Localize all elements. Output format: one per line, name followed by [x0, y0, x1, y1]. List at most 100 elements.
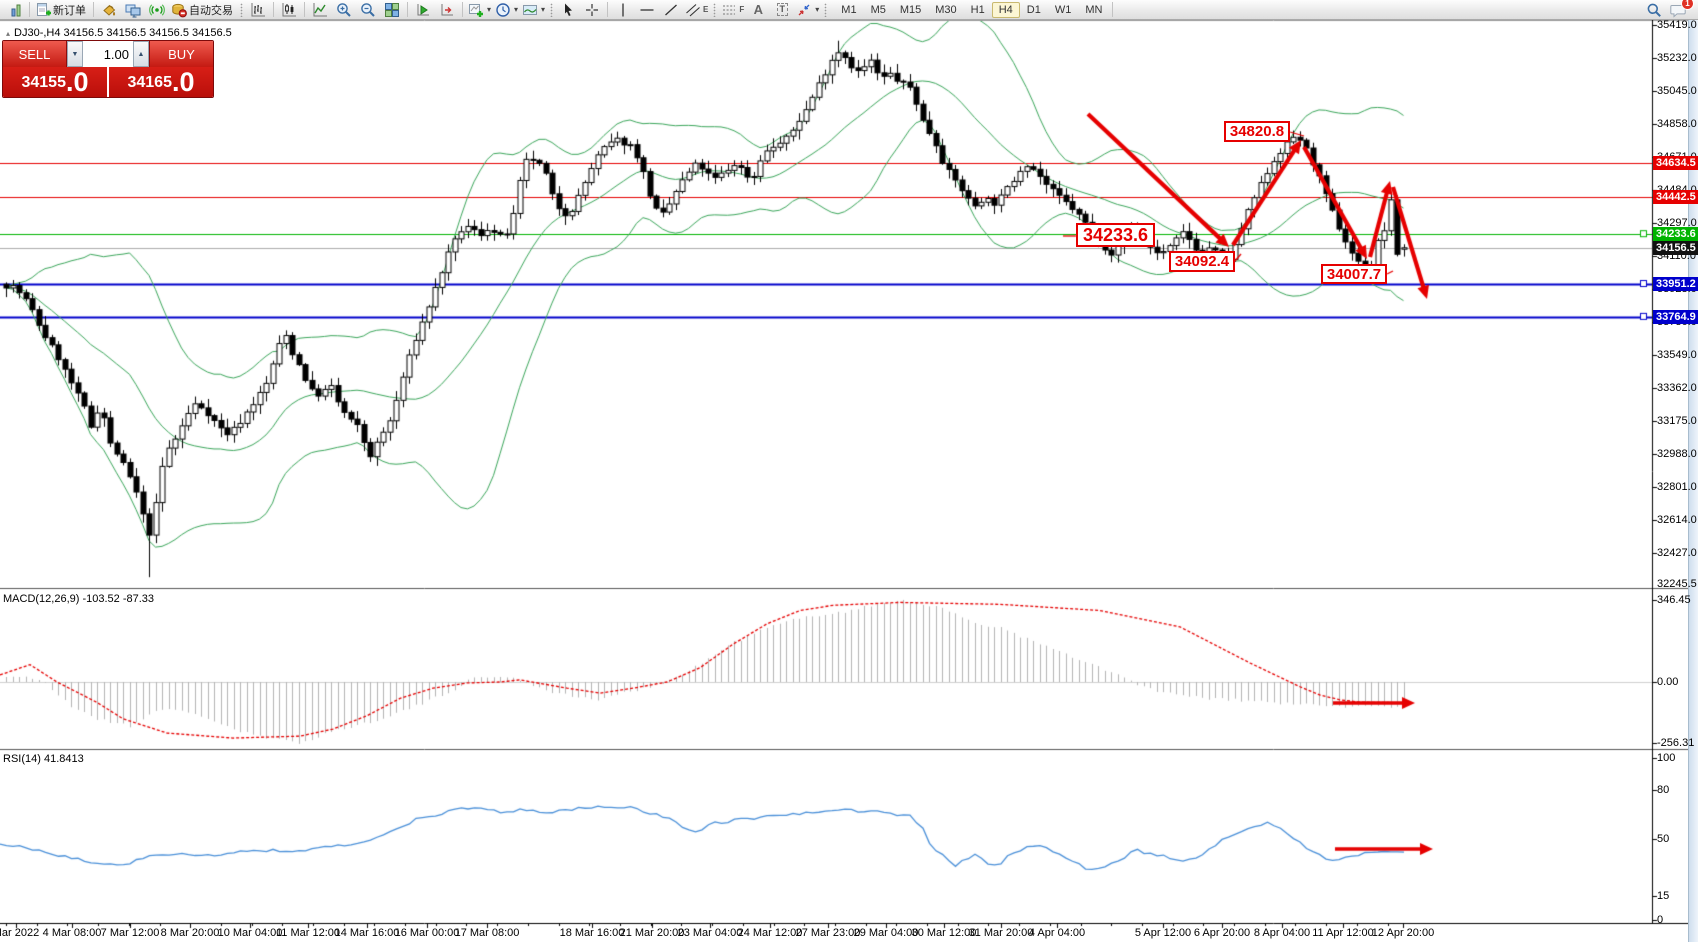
autotrading-button[interactable]: 自动交易: [169, 0, 237, 20]
bar-chart-button[interactable]: [246, 0, 270, 20]
crosshair-icon: [586, 3, 599, 16]
arrows-button[interactable]: ▾: [794, 0, 821, 20]
indicator-step-icon: [441, 3, 453, 15]
autotrading-label: 自动交易: [189, 4, 233, 17]
separator: [407, 2, 408, 17]
market-watch-button[interactable]: [121, 0, 145, 20]
fibonacci-glyph: F: [739, 5, 745, 14]
trendline-button[interactable]: [659, 0, 683, 20]
buy-price-button[interactable]: 34165.0: [109, 67, 213, 97]
toolbar-drag-handle[interactable]: [550, 2, 554, 17]
chart-title-icon: ▴: [6, 28, 11, 38]
timeframe-button-m15[interactable]: M15: [899, 3, 922, 16]
horizontal-line-button[interactable]: [635, 0, 659, 20]
signals-button[interactable]: [145, 0, 169, 20]
periods-button[interactable]: ▾: [493, 0, 520, 20]
chart-canvas[interactable]: [0, 20, 1698, 942]
channel-button[interactable]: E: [683, 0, 710, 20]
timeframe-button-m30[interactable]: M30: [935, 3, 957, 16]
channel-glyph: E: [703, 5, 709, 14]
volume-decrease-button[interactable]: ▼: [67, 41, 83, 67]
equidistant-channel-icon: [686, 3, 700, 16]
sell-price-frac: .0: [65, 67, 89, 97]
cursor-button[interactable]: [556, 0, 580, 20]
buy-button[interactable]: BUY: [149, 41, 213, 67]
crosshair-button[interactable]: [580, 0, 604, 20]
volume-increase-button[interactable]: ▲: [133, 41, 149, 67]
add-indicator-icon: [469, 3, 483, 17]
timeframe-button-d1[interactable]: D1: [1026, 3, 1041, 16]
tile-windows-button[interactable]: [380, 0, 404, 20]
strategy-tester-button[interactable]: [411, 0, 435, 20]
clipped-toolbar-icon[interactable]: [2, 0, 26, 20]
price-annotation[interactable]: 34820.8: [1224, 121, 1290, 142]
new-order-label: 新订单: [53, 4, 86, 17]
timeframe-button-w1[interactable]: W1: [1054, 3, 1072, 16]
zoom-out-button[interactable]: [356, 0, 380, 20]
timeframe-button-mn[interactable]: MN: [1085, 3, 1103, 16]
textbox-glyph: T: [776, 3, 789, 16]
timeframe-button-m5[interactable]: M5: [870, 3, 886, 16]
right-scrollbar[interactable]: [1688, 20, 1698, 942]
styles-button[interactable]: [97, 0, 121, 20]
new-order-icon: [37, 2, 51, 16]
timeframe-group: M1 M5 M15 M30 H1 H4 D1 W1 MN: [834, 1, 1109, 18]
price-annotation[interactable]: 34007.7: [1321, 264, 1387, 284]
separator: [304, 2, 305, 17]
separator: [273, 2, 274, 17]
toolbar-drag-handle[interactable]: [713, 2, 717, 17]
templates-button[interactable]: ▾: [520, 0, 547, 20]
text-button[interactable]: A: [746, 0, 770, 20]
timeframe-button-h4[interactable]: H4: [991, 1, 1020, 18]
chart-shift-icon: [11, 4, 21, 16]
separator: [607, 2, 609, 17]
dropdown-arrow-icon: ▾: [541, 5, 546, 14]
toolbar-drag-handle[interactable]: [240, 2, 243, 17]
horizontal-line-icon: [640, 8, 654, 11]
vertical-line-icon: [622, 3, 624, 16]
sell-label: SELL: [18, 46, 51, 62]
buy-price-frac: .0: [171, 67, 195, 97]
autotrading-icon: [172, 3, 187, 17]
dropdown-arrow-icon: ▾: [487, 5, 492, 14]
price-annotation[interactable]: 34092.4: [1169, 251, 1235, 272]
text-label-button[interactable]: T: [770, 0, 794, 20]
buy-label: BUY: [168, 46, 195, 62]
separator: [93, 2, 94, 17]
candlestick-chart-button[interactable]: [277, 0, 301, 20]
volume-input[interactable]: 1.00: [103, 46, 129, 62]
timeframe-button-m1[interactable]: M1: [841, 3, 857, 16]
step-forward-button[interactable]: [435, 0, 459, 20]
zoom-in-button[interactable]: [332, 0, 356, 20]
new-order-button[interactable]: 新订单: [33, 0, 90, 20]
toolbar: 新订单 自动交易 ▾ ▾ ▾ E F A: [0, 0, 1698, 20]
add-indicator-button[interactable]: ▾: [466, 0, 493, 20]
signal-icon: [149, 3, 165, 16]
dropdown-arrow-icon: ▾: [514, 5, 519, 14]
cursor-icon: [565, 3, 573, 16]
volume-stepper: ▼ 1.00 ▲: [67, 41, 149, 67]
line-chart-button[interactable]: [308, 0, 332, 20]
dropdown-arrow-icon: ▾: [815, 5, 820, 14]
clock-icon: [496, 2, 510, 17]
vertical-line-button[interactable]: [611, 0, 635, 20]
search-button[interactable]: [1642, 0, 1666, 20]
zoom-in-icon: [337, 2, 351, 17]
one-click-trade-panel: SELL ▼ 1.00 ▲ BUY 34155.0 34165.0: [2, 40, 214, 98]
separator: [462, 2, 463, 17]
arrow-objects-icon: [798, 4, 810, 15]
buy-price: 34165: [127, 74, 172, 91]
sell-price-button[interactable]: 34155.0: [3, 67, 107, 97]
price-annotation[interactable]: 34233.6: [1076, 223, 1155, 247]
sell-price: 34155: [21, 74, 66, 91]
chart-title-text: DJ30-,H4 34156.5 34156.5 34156.5 34156.5: [14, 27, 232, 39]
timeframe-button-h1[interactable]: H1: [970, 3, 985, 16]
fibonacci-button[interactable]: F: [719, 0, 746, 20]
toolbar-drag-handle[interactable]: [824, 2, 828, 17]
sell-button[interactable]: SELL: [3, 41, 67, 67]
notification-badge: 1: [1681, 0, 1694, 10]
terminals-icon: [125, 4, 141, 17]
notifications-button[interactable]: 1: [1666, 0, 1694, 20]
tile-windows-icon: [385, 2, 399, 17]
